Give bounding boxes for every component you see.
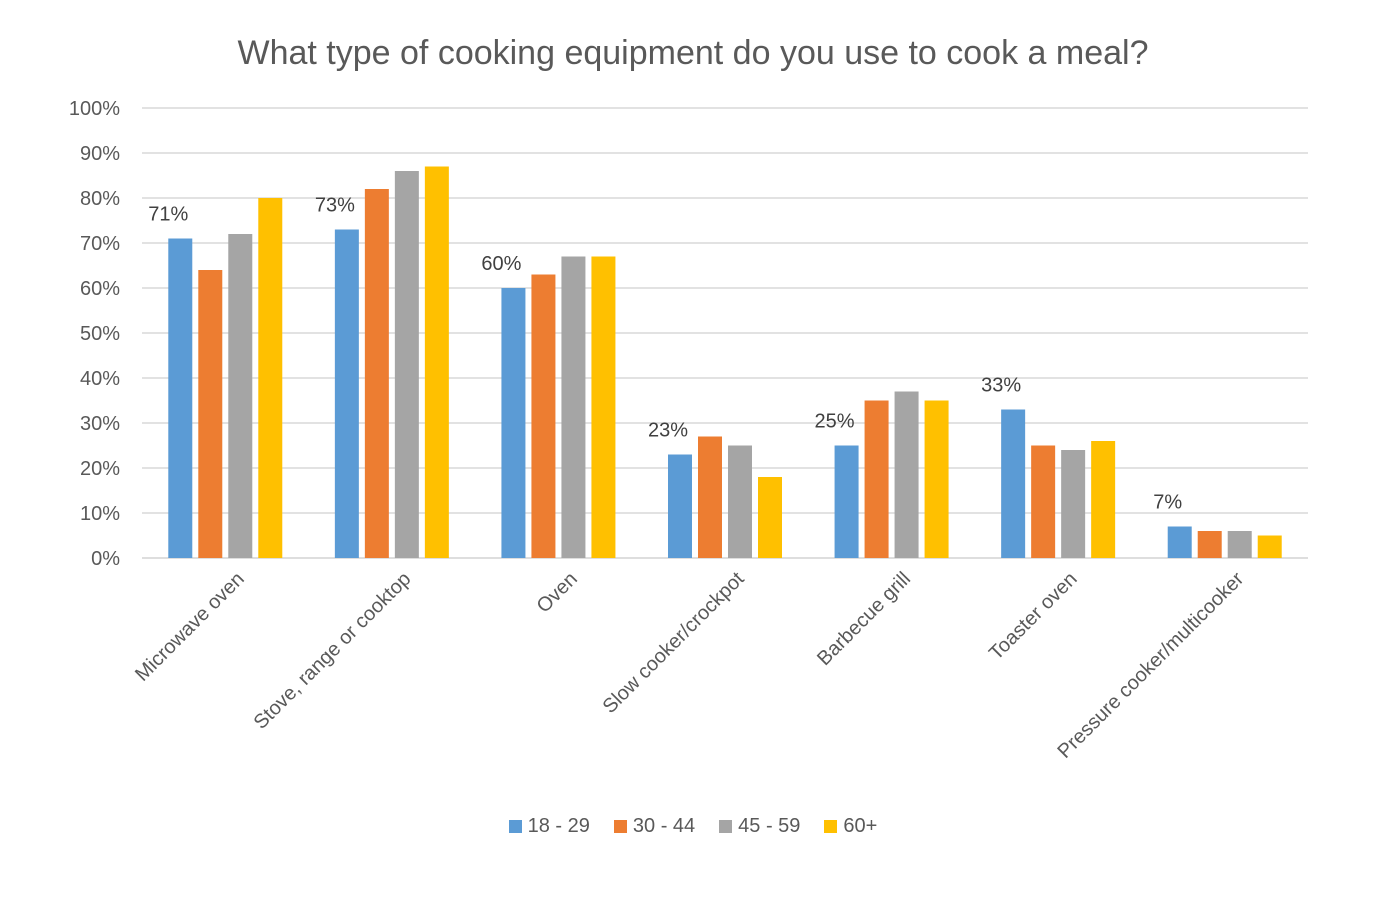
bar	[698, 436, 722, 558]
data-label: 23%	[648, 420, 688, 442]
bar	[728, 445, 752, 558]
bar	[501, 288, 526, 558]
bar	[364, 189, 389, 558]
bar	[1227, 531, 1252, 558]
bar	[394, 171, 419, 558]
legend-swatch	[508, 820, 522, 833]
bars	[168, 166, 1282, 558]
y-tick-label: 80%	[80, 188, 120, 210]
data-label: 25%	[815, 411, 855, 433]
bar	[198, 270, 223, 558]
bar	[668, 454, 692, 558]
y-tick-label: 90%	[80, 143, 120, 165]
gridlines	[142, 107, 1308, 559]
data-label: 60%	[481, 253, 521, 275]
bar	[1167, 526, 1192, 558]
bar	[258, 198, 283, 558]
x-tick-label: Barbecue grill	[813, 568, 915, 670]
y-tick-label: 30%	[80, 413, 120, 435]
bar	[834, 445, 859, 558]
bar	[334, 229, 359, 558]
legend-label: 60+	[843, 815, 878, 837]
legend-item: 30 - 44	[613, 815, 696, 838]
y-tick-label: 40%	[80, 368, 120, 390]
y-tick-label: 70%	[80, 233, 120, 255]
bar	[591, 256, 616, 558]
bar	[168, 238, 193, 558]
y-tick-label: 0%	[91, 548, 120, 570]
x-tick-label: Stove, range or cooktop	[250, 568, 416, 734]
x-axis-ticks: Microwave oven Stove, range or cooktop Ove…	[131, 568, 1248, 763]
y-tick-label: 100%	[69, 98, 120, 120]
legend-label: 30 - 44	[632, 815, 696, 837]
bar	[758, 477, 782, 558]
legend-swatch	[719, 820, 733, 833]
bar	[894, 391, 919, 558]
legend-swatch	[613, 820, 627, 833]
bar	[864, 400, 889, 558]
data-labels: 71% 73% 60% 23% 25% 33% 7%	[148, 195, 1182, 514]
bar	[228, 234, 253, 558]
legend-label: 45 - 59	[738, 815, 801, 837]
bar	[1091, 441, 1116, 558]
bar	[1061, 450, 1086, 558]
legend-item: 18 - 29	[508, 815, 590, 838]
data-label: 71%	[148, 204, 188, 226]
bar	[924, 400, 949, 558]
data-label: 7%	[1153, 492, 1182, 514]
y-tick-label: 50%	[80, 323, 120, 345]
x-tick-label: Pressure cooker/multicooker	[1053, 568, 1248, 763]
y-tick-label: 10%	[80, 503, 120, 525]
x-tick-label: Oven	[533, 568, 582, 617]
legend-item: 60+	[824, 815, 877, 838]
legend-item: 45 - 59	[719, 815, 800, 838]
bar	[561, 256, 586, 558]
y-tick-label: 20%	[80, 458, 120, 480]
x-tick-label: Slow cooker/crockpot	[599, 568, 749, 718]
legend: 18 - 29 30 - 44 45 - 59 60+	[0, 815, 1386, 838]
bar	[531, 274, 556, 558]
y-tick-label: 60%	[80, 278, 120, 300]
bar	[424, 166, 449, 558]
data-label: 73%	[315, 195, 355, 217]
bar	[1197, 531, 1222, 558]
bar	[1257, 535, 1282, 558]
chart-title: What type of cooking equipment do you us…	[237, 34, 1149, 72]
legend-swatch	[824, 820, 838, 833]
data-label: 33%	[981, 375, 1021, 397]
x-tick-label: Toaster oven	[985, 568, 1082, 665]
y-axis-ticks: 0% 10% 20% 30% 40% 50% 60% 70% 80% 90% 100%	[69, 98, 120, 570]
bar	[1001, 409, 1026, 558]
legend-label: 18 - 29	[527, 815, 590, 837]
x-tick-label: Microwave oven	[131, 568, 249, 686]
bar	[1031, 445, 1056, 558]
